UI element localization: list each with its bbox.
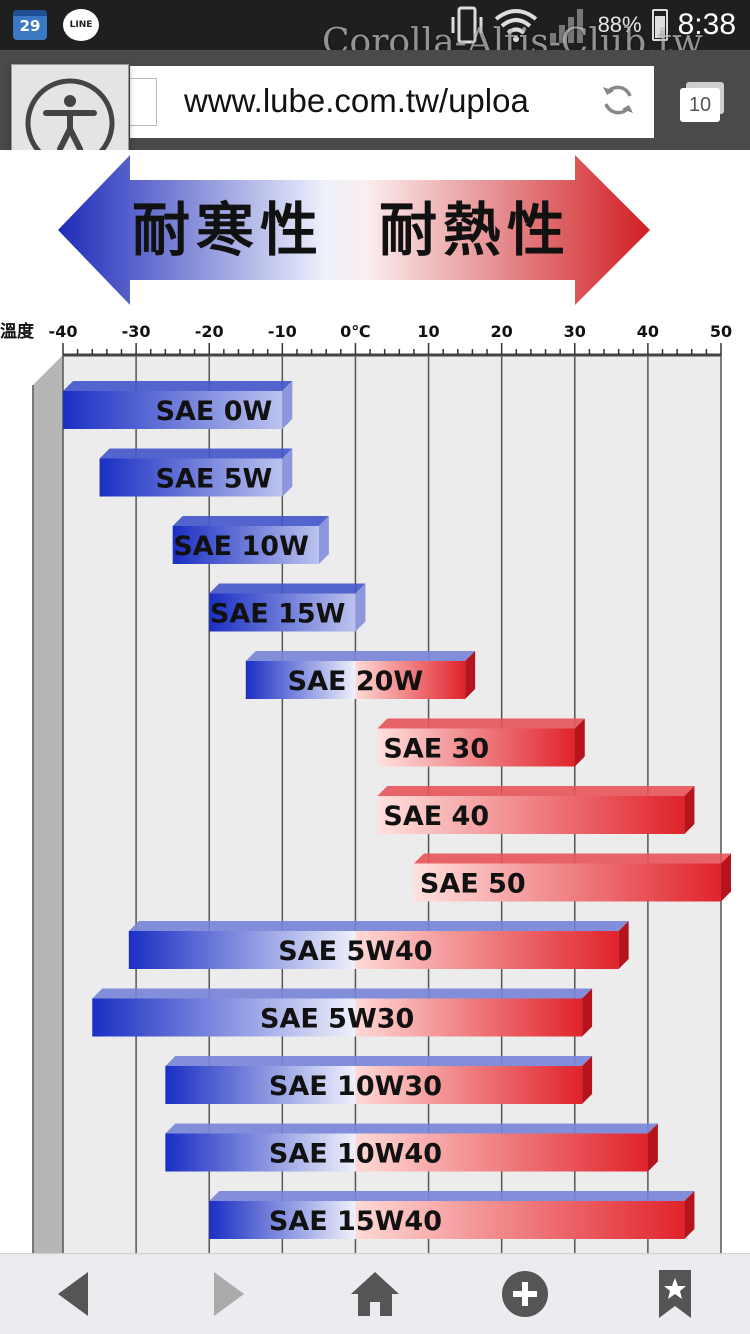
bar-top-face (245, 651, 476, 661)
bar-top-face (209, 1191, 695, 1201)
bar-side-face (721, 853, 731, 902)
bar-top-face (99, 448, 293, 459)
bar (63, 391, 283, 429)
clock: 8:38 (677, 8, 736, 41)
viscosity-chart: -40 -30 -20 -10 0℃ 10 20 30 40 50 溫度 SAE 0W SAE 5W SA… (0, 321, 732, 1255)
axis-label: 溫度 (0, 321, 35, 342)
bar-side-face (318, 516, 329, 564)
temperature-banner: 耐寒性 耐熱性 (0, 150, 750, 315)
bar (92, 998, 583, 1037)
bar (99, 458, 283, 497)
bar (413, 863, 721, 902)
bar-side-face (282, 448, 293, 497)
bar-label: SAE 40 (383, 801, 489, 832)
bar (245, 661, 466, 699)
bar (165, 1066, 583, 1104)
back-icon[interactable] (44, 1264, 104, 1324)
bar-label: SAE 0W (156, 396, 273, 427)
bar-top-face (377, 786, 695, 796)
bar-side-face (582, 1056, 593, 1104)
bar (172, 526, 319, 564)
bar-side-face (684, 1191, 695, 1239)
tab-count: 10 (680, 88, 720, 122)
bar (377, 796, 685, 834)
bottom-navigation (0, 1253, 750, 1334)
url-field[interactable]: www.lube.com.tw/uploa (130, 66, 654, 138)
calendar-icon: 29 (13, 10, 47, 40)
home-icon[interactable] (345, 1264, 405, 1324)
tick-label: 10 (417, 322, 439, 341)
wifi-icon (494, 9, 537, 42)
battery-icon (651, 9, 668, 41)
bar-side-face (465, 651, 476, 699)
bar-top-face (128, 921, 629, 931)
tick-label: -20 (195, 322, 224, 341)
bar-label: SAE 5W40 (278, 936, 432, 967)
bar-top-face (413, 853, 731, 864)
bar (209, 1201, 685, 1239)
bar-side-face (574, 718, 585, 767)
bar (209, 593, 356, 632)
add-icon[interactable] (495, 1264, 555, 1324)
bar (165, 1133, 648, 1172)
bar-label: SAE 5W (156, 464, 273, 495)
bar-side-face (282, 381, 293, 429)
forward-icon[interactable] (198, 1264, 258, 1324)
bar-label: SAE 15W40 (269, 1206, 442, 1237)
reload-icon[interactable] (600, 82, 636, 118)
tick-label: -40 (49, 322, 78, 341)
plot-left-wall (33, 355, 63, 1255)
tick-label: -30 (122, 322, 151, 341)
bar-top-face (165, 1056, 593, 1066)
battery-percent: 88% (597, 12, 642, 37)
bar-label: SAE 10W40 (269, 1139, 442, 1170)
status-bar: 29 LINE 88% 8:38 Corolla-Altis-Club.tw (0, 0, 750, 63)
tick-label: 50 (710, 322, 732, 341)
tick-label: 20 (491, 322, 513, 341)
bar-side-face (647, 1123, 658, 1172)
bar-label: SAE 30 (383, 734, 489, 765)
bar-top-face (209, 583, 366, 594)
bar-label: SAE 20W (288, 666, 424, 697)
bar-side-face (582, 988, 593, 1037)
bar-label: SAE 15W (210, 599, 346, 630)
tick-label: -10 (268, 322, 297, 341)
vibrate-icon (451, 6, 483, 44)
bar-side-face (355, 583, 366, 632)
bar (377, 728, 575, 767)
bar-label: SAE 50 (420, 869, 526, 900)
bar-top-face (92, 988, 593, 999)
tick-label: 0℃ (340, 322, 371, 341)
tab-switcher-button[interactable]: 10 (680, 82, 724, 122)
tick-label: 40 (637, 322, 659, 341)
bar-top-face (377, 718, 585, 729)
bar-side-face (618, 921, 629, 969)
bar-label: SAE 10W (173, 531, 309, 562)
bar-side-face (684, 786, 695, 834)
tick-label: 30 (564, 322, 586, 341)
bar-label: SAE 5W30 (260, 1004, 414, 1035)
banner-arrow (58, 155, 650, 305)
heat-resistance-label: 耐熱性 (379, 196, 571, 264)
url-text[interactable]: www.lube.com.tw/uploa (184, 82, 529, 119)
bookmark-icon[interactable] (645, 1264, 705, 1324)
bar (128, 931, 619, 969)
bar-top-face (165, 1123, 658, 1134)
bar-top-face (63, 381, 293, 391)
line-app-icon: LINE (63, 9, 99, 41)
bar-label: SAE 10W30 (269, 1071, 442, 1102)
calendar-day: 29 (19, 17, 41, 35)
line-app-label: LINE (69, 20, 93, 30)
cold-resistance-label: 耐寒性 (132, 196, 324, 264)
bar-top-face (172, 516, 329, 526)
signal-icon (549, 9, 583, 43)
favicon (130, 78, 157, 126)
